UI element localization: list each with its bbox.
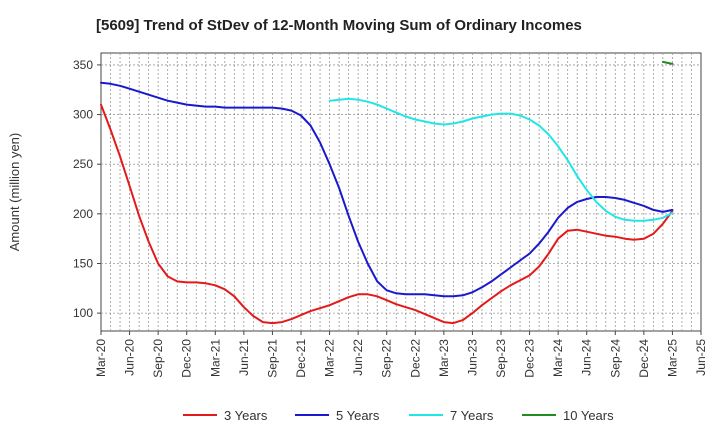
x-tick-label: Mar-23 xyxy=(437,339,451,377)
series-group xyxy=(100,60,674,325)
x-tick-label: Sep-20 xyxy=(151,339,165,378)
x-tick-label: Mar-21 xyxy=(208,339,222,377)
x-tick-label: Dec-22 xyxy=(408,339,422,378)
x-tick-label: Sep-21 xyxy=(265,339,279,378)
x-tick-label: Mar-20 xyxy=(94,339,108,377)
y-tick-label: 350 xyxy=(73,58,93,72)
legend-label: 3 Years xyxy=(224,408,268,423)
y-axis-label: Amount (million yen) xyxy=(7,133,22,252)
plot-area xyxy=(100,52,702,332)
x-tick-label: Dec-21 xyxy=(294,339,308,378)
y-tick-label: 300 xyxy=(73,108,93,122)
x-tick-label: Sep-22 xyxy=(380,339,394,378)
legend: 3 Years 5 Years 7 Years 10 Years xyxy=(183,408,614,423)
x-tick-label: Dec-23 xyxy=(523,339,537,378)
x-tick-label: Mar-25 xyxy=(665,339,679,377)
x-axis-ticks: Mar-20 Jun-20 Sep-20 Dec-20 Mar-21 Jun-21 Sep-… xyxy=(94,331,708,378)
x-tick-label: Mar-22 xyxy=(323,339,337,377)
x-tick-label: Mar-24 xyxy=(551,339,565,377)
x-tick-label: Dec-24 xyxy=(637,339,651,378)
x-tick-label: Jun-25 xyxy=(694,339,708,376)
series-line-7-years xyxy=(328,97,674,222)
legend-label: 10 Years xyxy=(563,408,614,423)
x-tick-label: Jun-23 xyxy=(465,339,479,376)
y-tick-label: 150 xyxy=(73,256,93,270)
y-tick-label: 100 xyxy=(73,306,93,320)
x-tick-label: Dec-20 xyxy=(180,339,194,378)
y-axis-ticks: 100 150 200 250 300 350 xyxy=(73,58,101,320)
x-tick-label: Sep-23 xyxy=(494,339,508,378)
x-tick-label: Sep-24 xyxy=(608,339,622,378)
series-line-10-years xyxy=(661,60,674,65)
series-line-3-years xyxy=(100,103,674,325)
legend-label: 7 Years xyxy=(450,408,494,423)
y-tick-label: 250 xyxy=(73,157,93,171)
chart-title: [5609] Trend of StDev of 12-Month Moving… xyxy=(96,17,582,34)
legend-label: 5 Years xyxy=(336,408,380,423)
x-tick-label: Jun-22 xyxy=(351,339,365,376)
y-tick-label: 200 xyxy=(73,207,93,221)
x-tick-label: Jun-20 xyxy=(123,339,137,376)
x-tick-label: Jun-24 xyxy=(580,339,594,376)
x-tick-label: Jun-21 xyxy=(237,339,251,376)
series-line-5-years xyxy=(100,81,674,298)
